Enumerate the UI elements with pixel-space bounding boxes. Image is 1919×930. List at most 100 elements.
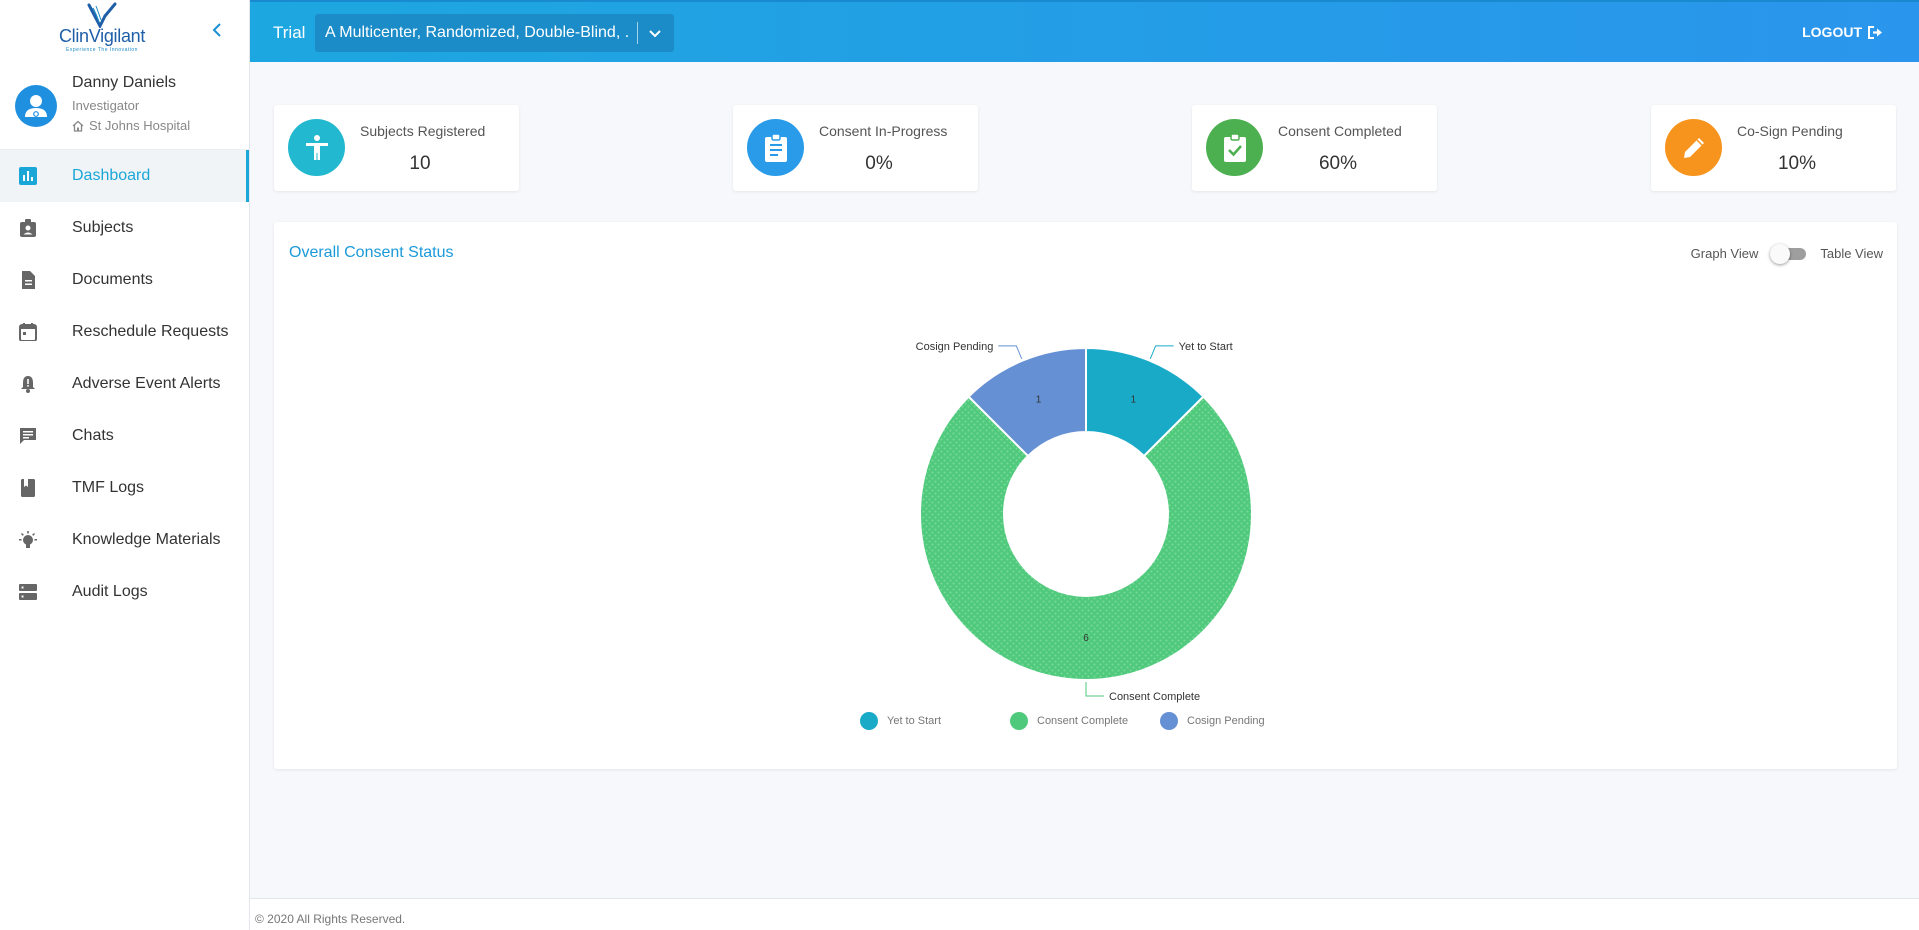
stat-icon-circle (1206, 119, 1263, 176)
legend-item-yet-to-start[interactable]: Yet to Start (860, 712, 992, 730)
stat-card-co-sign-pending: Co-Sign Pending 10% (1651, 105, 1896, 191)
chevron-left-icon (212, 23, 221, 37)
user-site-label: St Johns Hospital (89, 118, 191, 133)
stat-title: Consent Completed (1278, 123, 1402, 139)
stat-icon-circle (288, 119, 345, 176)
slice-value-label: 1 (1131, 394, 1137, 405)
sidebar-item-adverse-event-alerts[interactable]: Adverse Event Alerts (0, 358, 249, 410)
sidebar-item-label: Subjects (72, 219, 134, 236)
bar-chart-icon (19, 167, 37, 185)
user-role: Investigator (72, 98, 140, 113)
logout-label: LOGOUT (1802, 24, 1862, 40)
chat-icon (20, 428, 36, 444)
avatar (15, 85, 57, 127)
collapse-sidebar-button[interactable] (209, 20, 225, 40)
table-view-label: Table View (1820, 246, 1883, 261)
donut-slice-consent-complete[interactable] (919, 395, 1253, 681)
trial-label: Trial (273, 23, 306, 42)
slice-value-label: 6 (1083, 633, 1089, 644)
consent-donut-chart: 1 Yet to Start 6 Consent Complete 1 Cosign Pe… (916, 341, 1253, 703)
top-header: Trial A Multicenter, Randomized, Double-… (250, 0, 1919, 62)
sidebar-item-label: Dashboard (72, 167, 151, 184)
slice-category-label: Cosign Pending (916, 341, 994, 353)
sidebar-item-dashboard[interactable]: Dashboard (0, 150, 249, 202)
copyright-text: © 2020 All Rights Reserved. (255, 912, 406, 926)
footer: © 2020 All Rights Reserved. (250, 898, 1919, 930)
sidebar-nav: Dashboard Subjects Documents (0, 150, 249, 618)
storage-icon (19, 584, 37, 600)
legend-label: Yet to Start (887, 715, 942, 727)
stat-value: 60% (1318, 153, 1358, 174)
stat-title: Co-Sign Pending (1737, 123, 1843, 139)
leader-line (1085, 682, 1104, 697)
logout-icon (1868, 25, 1882, 39)
view-toggle-switch[interactable] (1770, 243, 1807, 264)
stat-value: 0% (865, 153, 893, 174)
logo-area: ClinVigilant Experience The Innovation (0, 0, 249, 62)
assignment-check-icon (1223, 132, 1246, 162)
overall-consent-status-panel: Overall Consent Status Graph View Table … (274, 222, 1897, 769)
badge-icon (20, 219, 36, 237)
sidebar-item-tmf-logs[interactable]: TMF Logs (0, 462, 249, 514)
sidebar-item-label: TMF Logs (72, 479, 145, 496)
clinvigilant-logo: ClinVigilant Experience The Innovation (52, 2, 152, 60)
sidebar-item-label: Adverse Event Alerts (72, 375, 221, 392)
legend-dot (1010, 712, 1028, 730)
leader-line (998, 345, 1023, 359)
sidebar-item-chats[interactable]: Chats (0, 410, 249, 462)
logo-wordmark: ClinVigilant (58, 26, 146, 46)
chevron-down-icon (649, 30, 661, 38)
leader-line (1149, 345, 1174, 359)
stat-card-consent-in-progress: Consent In-Progress 0% (733, 105, 978, 191)
stat-icon-circle (1665, 119, 1722, 176)
trial-select[interactable]: A Multicenter, Randomized, Double-Blind,… (315, 14, 674, 52)
slice-category-label: Yet to Start (1179, 341, 1233, 353)
stat-title: Subjects Registered (360, 123, 486, 139)
panel-title: Overall Consent Status (289, 244, 454, 261)
select-divider (637, 22, 638, 44)
sidebar: ClinVigilant Experience The Innovation D… (0, 0, 250, 930)
logo-mark-icon (87, 2, 117, 28)
stat-card-subjects-registered: Subjects Registered 10 (274, 105, 519, 191)
accessibility-icon (305, 134, 328, 160)
stat-icon-circle (747, 119, 804, 176)
legend-item-cosign-pending[interactable]: Cosign Pending (1160, 712, 1292, 730)
user-site: St Johns Hospital (72, 118, 190, 133)
document-icon (22, 271, 35, 289)
legend-dot (860, 712, 878, 730)
graph-view-label: Graph View (1690, 246, 1759, 261)
switch-knob (1770, 243, 1791, 264)
sidebar-item-reschedule-requests[interactable]: Reschedule Requests (0, 306, 249, 358)
stat-card-consent-completed: Consent Completed 60% (1192, 105, 1437, 191)
legend-label: Consent Complete (1037, 715, 1129, 727)
user-profile: Danny Daniels Investigator St Johns Hosp… (0, 62, 249, 150)
legend-dot (1160, 712, 1178, 730)
sidebar-item-label: Chats (72, 427, 114, 444)
slice-value-label: 1 (1036, 394, 1042, 405)
logout-button[interactable]: LOGOUT (1802, 24, 1883, 40)
donut-slice-cosign-pending[interactable] (967, 346, 1087, 458)
stat-value: 10% (1777, 153, 1817, 174)
book-icon (21, 479, 35, 497)
sidebar-item-label: Documents (72, 271, 153, 288)
home-icon (72, 120, 84, 132)
bell-alert-icon (21, 376, 35, 393)
slice-category-label: Consent Complete (1109, 691, 1200, 703)
stat-value: 10 (409, 153, 431, 174)
sidebar-item-documents[interactable]: Documents (0, 254, 249, 306)
legend-item-consent-complete[interactable]: Consent Complete (1010, 712, 1142, 730)
sidebar-item-knowledge-materials[interactable]: Knowledge Materials (0, 514, 249, 566)
sidebar-item-label: Audit Logs (72, 583, 148, 600)
calendar-icon (19, 323, 37, 341)
sidebar-item-label: Reschedule Requests (72, 323, 229, 340)
trial-select-value: A Multicenter, Randomized, Double-Blind,… (325, 24, 630, 41)
lightbulb-icon (19, 531, 37, 548)
sidebar-item-audit-logs[interactable]: Audit Logs (0, 566, 249, 618)
assignment-icon (764, 132, 787, 162)
user-name: Danny Daniels (72, 74, 177, 91)
sidebar-item-subjects[interactable]: Subjects (0, 202, 249, 254)
doctor-avatar-icon (25, 95, 47, 117)
logo-tagline: Experience The Innovation (66, 47, 138, 53)
pencil-icon (1683, 137, 1704, 158)
sidebar-item-label: Knowledge Materials (72, 531, 221, 548)
